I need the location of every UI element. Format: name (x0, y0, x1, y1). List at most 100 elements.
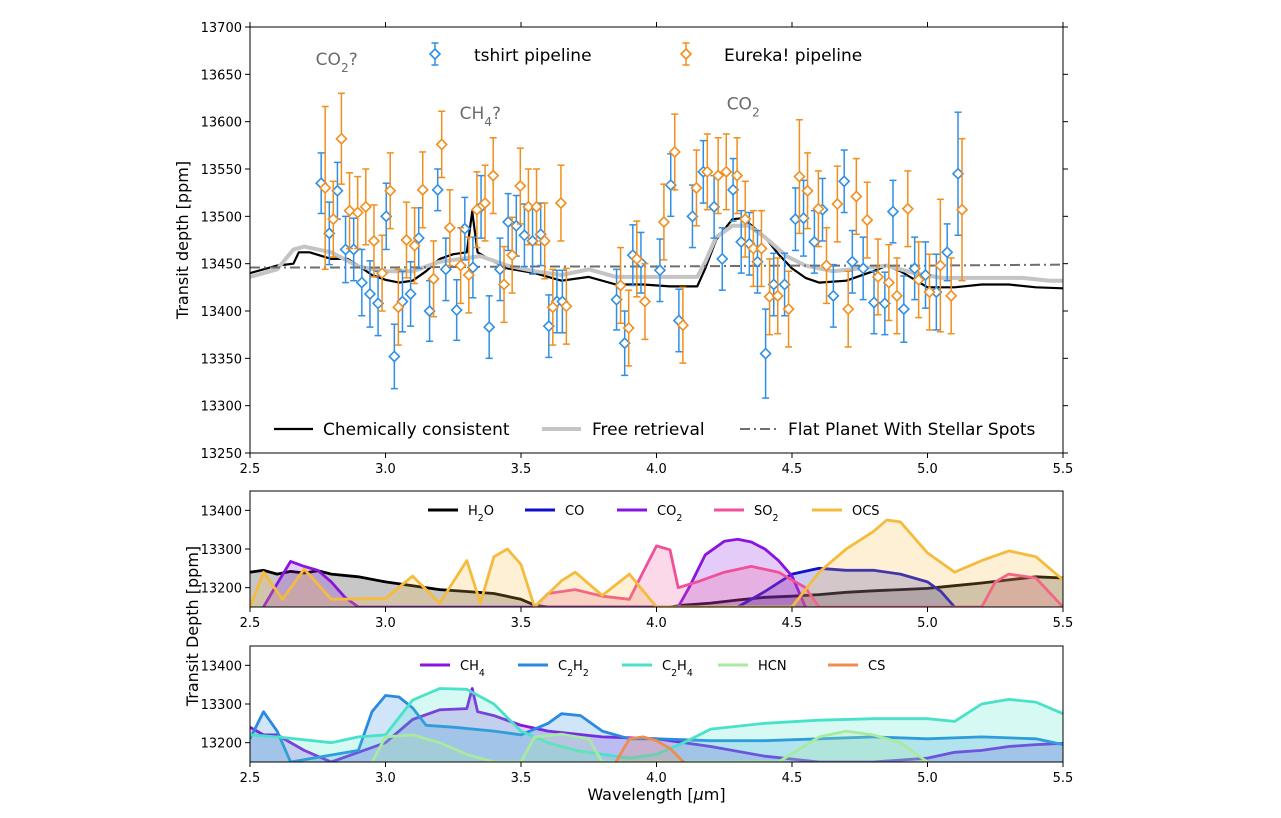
x-tick-label: 4.5 (782, 462, 803, 477)
legend-entry-data: Eureka! pipeline (679, 42, 862, 66)
legend-label: CO (565, 504, 584, 519)
data-point (367, 234, 381, 248)
data-point (435, 138, 448, 151)
area-line-co2 (262, 537, 807, 607)
data-point (941, 246, 954, 259)
annotation-label-part: ? (349, 50, 358, 70)
area-fill-cs (615, 736, 684, 762)
x-axis-label-part: m] (704, 785, 726, 804)
data-point (546, 301, 559, 314)
legend-entry-molecule: OCS (812, 504, 880, 519)
x-tick-label: 3.5 (511, 771, 532, 786)
x-tick-label: 3.5 (511, 616, 532, 631)
x-tick-label: 4.0 (646, 462, 667, 477)
legend-label-part: 2 (671, 668, 677, 679)
data-point (771, 289, 784, 302)
annotation-label-part: CH (460, 104, 485, 124)
legend-label-part: CO (657, 504, 676, 519)
data-point (716, 252, 729, 266)
legend-label-part: 2 (676, 513, 682, 524)
data-point (630, 252, 643, 266)
area-fill-c2h4 (250, 688, 1063, 762)
data-point (375, 267, 389, 280)
data-point (384, 184, 397, 197)
annotation-label-part: 2 (341, 61, 349, 75)
legend-label-part: 4 (479, 668, 485, 679)
y-tick-label: 13400 (201, 504, 242, 519)
x-tick-label: 4.0 (646, 771, 667, 786)
x-tick-label: 5.0 (917, 616, 938, 631)
legend-label-part: 2 (583, 668, 589, 679)
legend-entry-model: Chemically consistent (274, 420, 510, 440)
legend-label: H2O (468, 504, 494, 524)
legend-label-part: H (573, 659, 583, 674)
legend-label-part: 2 (772, 513, 778, 524)
data-point (897, 302, 910, 316)
legend-label: Chemically consistent (323, 420, 510, 440)
legend-entry-molecule: SO2 (714, 504, 778, 524)
data-point (759, 347, 772, 360)
legend-label-part: HCN (758, 659, 787, 674)
data-point (514, 179, 527, 193)
x-tick-label: 5.0 (917, 771, 938, 786)
legend-label: SO2 (754, 504, 778, 524)
annotation-label: CO2? (316, 50, 358, 75)
shared-y-axis-label: Transit Depth [ppm] (183, 546, 202, 707)
panel-1-ticks: 2.5 3.0 3.5 4.0 4.5 5.0 5.5 13250 13300 13350 1340… (201, 21, 1074, 477)
data-point (351, 206, 364, 219)
legend-label: CH4 (460, 659, 485, 679)
data-point (343, 204, 356, 217)
errorbar-series-eureka (319, 92, 969, 367)
legend-entry-molecule: C2H2 (518, 659, 589, 679)
annotation-label-part: CO (316, 50, 341, 70)
area-fill-h2o (250, 570, 1063, 607)
data-point (638, 295, 652, 308)
legend-label-part: C (662, 659, 671, 674)
data-point (676, 319, 690, 332)
data-point (470, 203, 484, 216)
legend-label-part: CH (460, 659, 479, 674)
data-point (668, 145, 681, 159)
data-point (454, 259, 467, 272)
data-point (923, 285, 936, 299)
data-point (497, 278, 511, 291)
y-tick-label: 13300 (201, 698, 242, 713)
legend-label: OCS (852, 504, 880, 519)
legend-entry-molecule: CS (828, 659, 885, 674)
data-point (945, 289, 958, 302)
legend-entry-data: tshirt pipeline (428, 42, 592, 66)
area-line-c2h4 (250, 687, 1063, 760)
data-point (831, 197, 844, 211)
area-fill-hcn (372, 731, 928, 762)
data-point (912, 273, 925, 286)
data-point (443, 221, 456, 234)
x-tick-label: 2.5 (240, 462, 261, 477)
legend-marker (679, 47, 693, 61)
y-tick-label: 13300 (201, 543, 242, 558)
data-point (487, 169, 500, 182)
legend-label: CO2 (657, 504, 682, 524)
legend-label: Eureka! pipeline (724, 46, 862, 66)
y-tick-label: 13250 (201, 447, 242, 462)
data-point (388, 350, 401, 363)
panel-1-plot (250, 92, 1063, 399)
legend-label-part: CO (565, 504, 584, 519)
data-point (690, 181, 703, 195)
panel-3-ticks: 2.5 3.0 3.5 4.0 4.5 5.0 5.5 13200 13300 13400 (201, 659, 1074, 786)
errorbar-series-tshirt (315, 111, 965, 399)
x-tick-label: 4.5 (782, 616, 803, 631)
area-fill-so2 (534, 545, 1063, 607)
data-point (850, 190, 863, 203)
x-tick-label: 3.0 (375, 616, 396, 631)
model-line-chemically-consistent (250, 210, 1063, 290)
area-fill-c2h2 (250, 695, 1063, 762)
data-point (439, 263, 452, 276)
data-point (392, 301, 405, 314)
x-tick-label: 4.5 (782, 771, 803, 786)
data-point (355, 276, 368, 289)
legend-label: tshirt pipeline (474, 46, 592, 66)
data-point (327, 213, 340, 226)
data-point (335, 132, 348, 145)
data-point (838, 175, 851, 188)
